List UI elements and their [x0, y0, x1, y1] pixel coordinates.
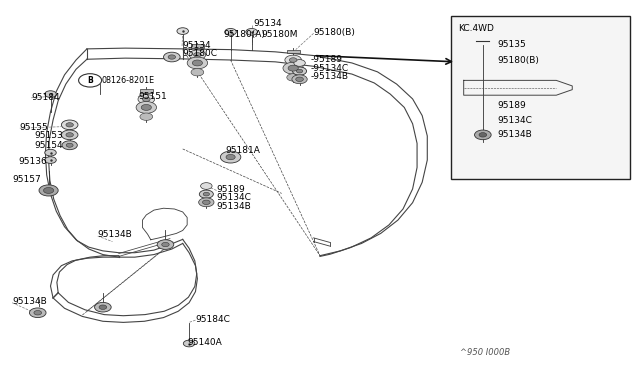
Text: 95134: 95134 — [182, 41, 211, 50]
Circle shape — [29, 308, 46, 318]
Text: 95180C: 95180C — [182, 49, 217, 58]
Circle shape — [294, 60, 305, 66]
Circle shape — [95, 302, 111, 312]
Text: 95140A: 95140A — [187, 338, 222, 347]
Circle shape — [191, 68, 204, 76]
Circle shape — [66, 143, 73, 147]
Circle shape — [292, 75, 307, 84]
Text: 95153: 95153 — [34, 131, 63, 141]
Text: 95134B: 95134B — [497, 130, 532, 140]
Text: 95184: 95184 — [31, 93, 60, 102]
Circle shape — [474, 130, 491, 140]
Text: 95134B: 95134B — [12, 297, 47, 306]
Text: 95189: 95189 — [216, 185, 245, 194]
Circle shape — [136, 102, 157, 113]
Circle shape — [203, 192, 209, 196]
Text: 95136: 95136 — [19, 157, 47, 166]
Circle shape — [479, 58, 487, 63]
Circle shape — [141, 105, 152, 110]
Circle shape — [44, 187, 54, 193]
Circle shape — [477, 102, 488, 109]
Circle shape — [183, 340, 195, 347]
Circle shape — [474, 55, 492, 66]
Text: 95155: 95155 — [20, 123, 49, 132]
Circle shape — [66, 133, 74, 137]
Circle shape — [45, 157, 56, 163]
Text: KC.4WD: KC.4WD — [459, 24, 495, 33]
Circle shape — [202, 200, 210, 205]
Text: -95189: -95189 — [310, 55, 342, 64]
Text: 95184C: 95184C — [195, 315, 230, 324]
Bar — [140, 89, 153, 93]
Circle shape — [220, 151, 241, 163]
Circle shape — [177, 28, 188, 35]
Circle shape — [285, 55, 301, 65]
Text: 95151: 95151 — [138, 92, 167, 101]
Text: 95180(A): 95180(A) — [223, 30, 265, 39]
Circle shape — [476, 116, 490, 124]
Text: -95134B: -95134B — [310, 72, 348, 81]
Circle shape — [226, 154, 235, 160]
Circle shape — [480, 118, 486, 122]
Circle shape — [288, 65, 298, 71]
Text: 95134C: 95134C — [497, 116, 532, 125]
Text: 95135: 95135 — [497, 40, 525, 49]
Text: 95189: 95189 — [497, 101, 525, 110]
Circle shape — [66, 123, 74, 127]
Circle shape — [193, 52, 201, 57]
Circle shape — [192, 60, 202, 66]
Bar — [451, 16, 630, 179]
Circle shape — [45, 91, 56, 97]
Text: 95180(B): 95180(B) — [314, 28, 355, 37]
Text: 95134C: 95134C — [216, 193, 252, 202]
Bar — [191, 44, 204, 48]
Circle shape — [200, 183, 212, 189]
Text: -95134C: -95134C — [310, 64, 349, 73]
Circle shape — [140, 113, 153, 121]
Text: 95180M: 95180M — [261, 30, 298, 39]
Text: B: B — [87, 76, 93, 85]
Text: 95134: 95134 — [253, 19, 282, 28]
Circle shape — [138, 94, 155, 104]
Text: 95157: 95157 — [12, 175, 41, 184]
Circle shape — [62, 141, 77, 150]
Circle shape — [225, 29, 236, 35]
Circle shape — [162, 243, 169, 247]
Circle shape — [296, 77, 303, 81]
Circle shape — [198, 198, 214, 207]
Circle shape — [199, 190, 213, 198]
Circle shape — [143, 97, 150, 102]
Bar — [287, 49, 300, 53]
Circle shape — [45, 149, 56, 156]
Text: 08126-8201E: 08126-8201E — [102, 76, 155, 85]
Circle shape — [189, 50, 205, 60]
Circle shape — [61, 120, 78, 130]
Text: 95154: 95154 — [34, 141, 63, 151]
Text: 95180(B): 95180(B) — [497, 56, 539, 65]
Circle shape — [164, 52, 180, 62]
Circle shape — [246, 29, 257, 35]
Circle shape — [283, 62, 303, 74]
Circle shape — [296, 69, 303, 73]
Circle shape — [289, 58, 297, 62]
Circle shape — [187, 57, 207, 69]
Circle shape — [287, 74, 300, 81]
Circle shape — [157, 240, 173, 249]
Circle shape — [34, 311, 42, 315]
Circle shape — [475, 41, 490, 50]
Circle shape — [61, 130, 78, 140]
Circle shape — [39, 185, 58, 196]
Text: ^950 I000B: ^950 I000B — [461, 348, 511, 357]
Text: 95134B: 95134B — [216, 202, 252, 211]
Circle shape — [168, 55, 175, 59]
Text: 95134B: 95134B — [98, 230, 132, 240]
Text: 95181A: 95181A — [225, 146, 260, 155]
Circle shape — [99, 305, 107, 310]
Circle shape — [479, 133, 486, 137]
Circle shape — [292, 67, 307, 75]
